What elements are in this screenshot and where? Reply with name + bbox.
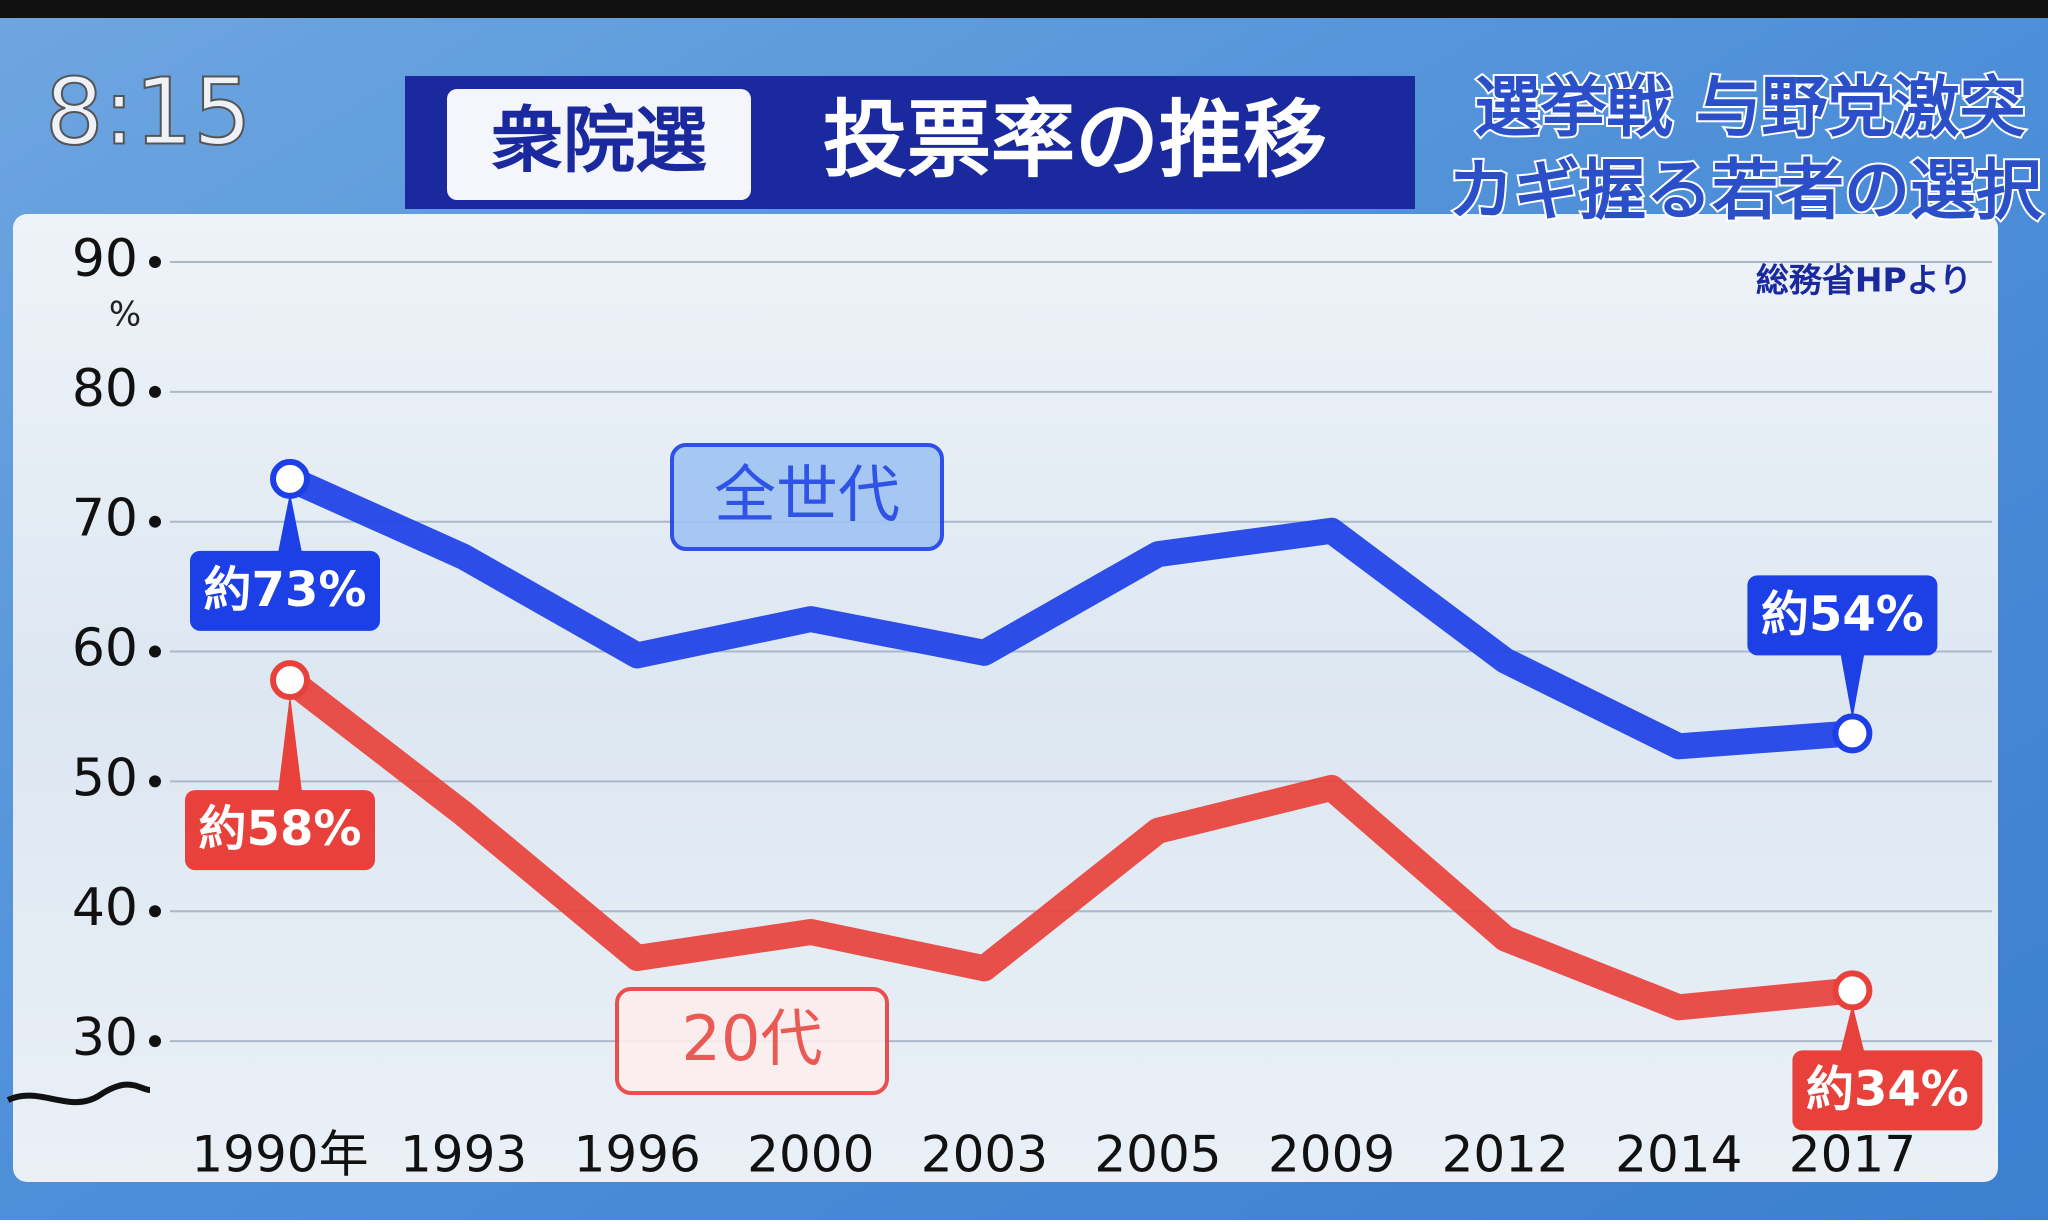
y-unit: % <box>109 295 141 335</box>
title-badge: 衆院選 <box>491 99 707 183</box>
point-marker <box>270 458 310 499</box>
caption-line: 選挙戦 与野党激突 <box>1475 69 2026 146</box>
y-tick-label: 40 <box>72 878 138 938</box>
callout-pointer <box>1840 653 1865 720</box>
callout-box <box>185 790 375 871</box>
value-label: 約34% <box>1806 1061 1969 1117</box>
y-tick-dot <box>149 775 161 788</box>
x-tick-label: 2000 <box>747 1126 874 1184</box>
chart-title: 投票率の推移 <box>823 91 1327 189</box>
title-badge-box <box>447 89 751 200</box>
point-marker <box>1832 713 1873 754</box>
series-label-box <box>615 987 889 1095</box>
y-tick-dot <box>149 385 161 398</box>
callout-pointer <box>278 492 302 553</box>
series-label: 全世代 <box>714 458 900 531</box>
y-tick-label: 90 <box>72 229 138 289</box>
y-tick-dot <box>149 256 161 268</box>
y-tick-label: 80 <box>72 359 138 419</box>
y-tick-dot <box>149 515 161 528</box>
y-tick-label: 50 <box>72 748 138 808</box>
x-tick-label: 2012 <box>1442 1126 1569 1184</box>
x-tick-label: 1990年 <box>191 1126 368 1184</box>
series-label-box <box>670 443 944 551</box>
caption-line: カギ握る若者の選択 <box>1448 152 2043 229</box>
point-marker <box>270 660 310 701</box>
y-tick-label: 70 <box>72 489 138 549</box>
top-edge <box>0 0 2048 18</box>
x-tick-label: 2003 <box>921 1126 1048 1184</box>
x-tick-label: 1993 <box>400 1126 527 1184</box>
value-label: 約58% <box>199 801 362 857</box>
x-tick-label: 2017 <box>1789 1126 1916 1184</box>
y-tick-dot <box>149 905 161 918</box>
series-line <box>277 465 1866 760</box>
y-tick-dot <box>149 1035 161 1048</box>
series-line <box>277 667 1866 1021</box>
callout-pointer <box>1840 1004 1865 1053</box>
clock: 8:15 <box>45 58 252 165</box>
series-label: 20代 <box>682 1002 823 1075</box>
x-tick-label: 2009 <box>1268 1126 1395 1184</box>
x-tick-label: 2005 <box>1094 1126 1221 1184</box>
value-label: 約73% <box>204 562 367 618</box>
callout-box <box>1792 1050 1983 1131</box>
x-tick-label: 2014 <box>1615 1126 1742 1184</box>
point-marker <box>1832 970 1873 1011</box>
axis-break <box>6 1081 151 1106</box>
x-tick-label: 1996 <box>574 1126 701 1184</box>
y-tick-label: 30 <box>72 1008 138 1068</box>
y-tick-dot <box>149 645 161 658</box>
callout-box <box>190 550 380 631</box>
source-note: 総務省HPより <box>1756 261 1972 300</box>
value-label: 約54% <box>1761 586 1924 642</box>
callout-box <box>1747 575 1938 656</box>
callout-pointer <box>278 694 302 793</box>
y-tick-label: 60 <box>72 619 138 679</box>
